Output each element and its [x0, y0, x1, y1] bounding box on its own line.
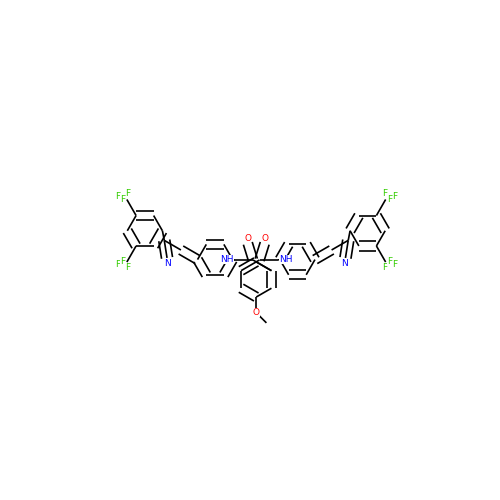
Text: N: N: [164, 258, 172, 268]
Text: F: F: [387, 257, 392, 266]
Text: F: F: [382, 189, 388, 198]
Text: NH: NH: [220, 256, 234, 264]
Text: O: O: [244, 234, 252, 243]
Text: F: F: [125, 264, 130, 272]
Text: N: N: [164, 258, 172, 268]
Text: F: F: [120, 196, 126, 204]
Text: O: O: [253, 308, 260, 317]
Text: F: F: [392, 192, 398, 201]
Text: F: F: [120, 257, 126, 266]
Text: F: F: [387, 196, 392, 204]
Text: O: O: [261, 234, 268, 243]
Text: N: N: [341, 258, 348, 268]
Text: F: F: [115, 260, 120, 270]
Text: F: F: [115, 192, 120, 201]
Text: F: F: [382, 264, 388, 272]
Text: F: F: [392, 260, 398, 270]
Text: NH: NH: [278, 256, 292, 264]
Text: F: F: [125, 189, 130, 198]
Text: N: N: [341, 258, 348, 268]
